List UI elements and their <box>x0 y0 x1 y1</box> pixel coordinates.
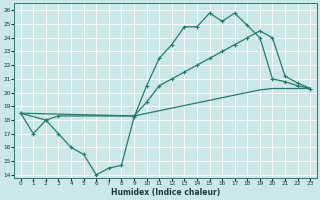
X-axis label: Humidex (Indice chaleur): Humidex (Indice chaleur) <box>111 188 220 197</box>
